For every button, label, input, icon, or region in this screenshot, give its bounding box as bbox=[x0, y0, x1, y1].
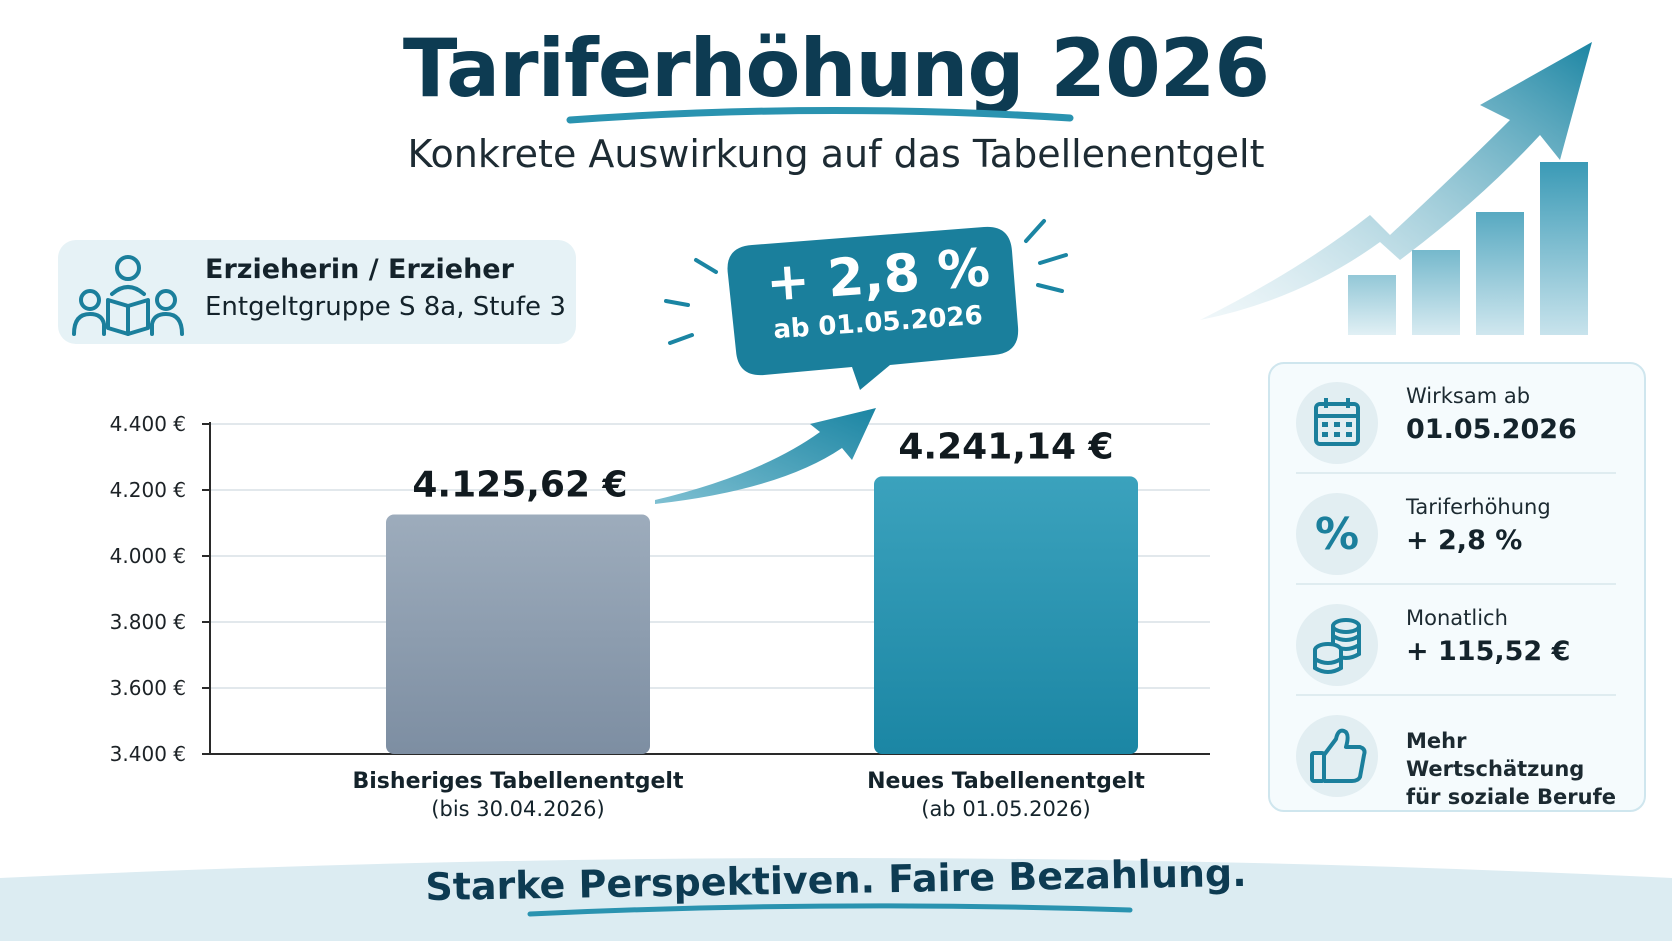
title-underline bbox=[566, 106, 1074, 124]
burst-lines bbox=[664, 219, 1068, 345]
y-tick-label: 4.200 € bbox=[110, 478, 186, 502]
divider bbox=[1296, 583, 1616, 585]
page-subtitle: Konkrete Auswirkung auf das Tabellenentg… bbox=[407, 132, 1265, 176]
effective-label: Wirksam ab bbox=[1406, 384, 1531, 408]
calendar-icon bbox=[1296, 382, 1378, 464]
coins-icon bbox=[1296, 604, 1378, 686]
page-title: Tariferhöhung 2026 bbox=[402, 22, 1270, 115]
appreciation-line-1: Mehr Wertschätzung bbox=[1406, 729, 1585, 781]
increase-arrow-icon bbox=[655, 408, 876, 504]
y-tick-label: 4.400 € bbox=[110, 412, 186, 436]
bar bbox=[874, 476, 1138, 754]
monthly-value: + 115,52 € bbox=[1406, 636, 1571, 667]
divider bbox=[1296, 694, 1616, 696]
bar bbox=[386, 514, 650, 754]
appreciation-text: Mehr Wertschätzung für soziale Berufe bbox=[1406, 727, 1626, 811]
y-tick-label: 4.000 € bbox=[110, 544, 186, 568]
thumbs-up-icon bbox=[1296, 715, 1378, 797]
bar-value-label: 4.125,62 € bbox=[412, 465, 627, 506]
profile-title: Erzieherin / Erzieher bbox=[205, 254, 514, 285]
x-category-sublabel: (ab 01.05.2026) bbox=[921, 797, 1091, 821]
svg-text:%: % bbox=[1315, 509, 1359, 560]
increase-label: Tariferhöhung bbox=[1406, 495, 1551, 519]
x-category-label: Neues Tabellenentgelt bbox=[867, 769, 1145, 794]
x-category-sublabel: (bis 30.04.2026) bbox=[431, 797, 604, 821]
footer-band bbox=[0, 858, 1672, 941]
increase-value: + 2,8 % bbox=[1406, 525, 1523, 556]
y-tick-label: 3.800 € bbox=[110, 610, 186, 634]
percent-icon: % bbox=[1296, 493, 1378, 575]
effective-value: 01.05.2026 bbox=[1406, 414, 1577, 445]
profile-subtitle: Entgeltgruppe S 8a, Stufe 3 bbox=[205, 292, 566, 322]
growth-chart-icon bbox=[1200, 42, 1592, 335]
y-tick-label: 3.600 € bbox=[110, 676, 186, 700]
y-tick-label: 3.400 € bbox=[110, 742, 186, 766]
monthly-label: Monatlich bbox=[1406, 606, 1508, 630]
appreciation-line-2: für soziale Berufe bbox=[1406, 785, 1616, 809]
reading-group-icon bbox=[72, 255, 184, 336]
info-row-effective: Wirksam ab 01.05.2026 bbox=[1296, 372, 1626, 472]
info-row-increase: % Tariferhöhung + 2,8 % bbox=[1296, 483, 1626, 583]
info-row-appreciation: Mehr Wertschätzung für soziale Berufe bbox=[1296, 705, 1626, 809]
bar-value-label: 4.241,14 € bbox=[898, 426, 1113, 467]
info-row-monthly: Monatlich + 115,52 € bbox=[1296, 594, 1626, 694]
footer-underline bbox=[527, 903, 1133, 917]
x-category-label: Bisheriges Tabellenentgelt bbox=[353, 769, 684, 794]
divider bbox=[1296, 472, 1616, 474]
increase-bubble bbox=[664, 219, 1068, 390]
